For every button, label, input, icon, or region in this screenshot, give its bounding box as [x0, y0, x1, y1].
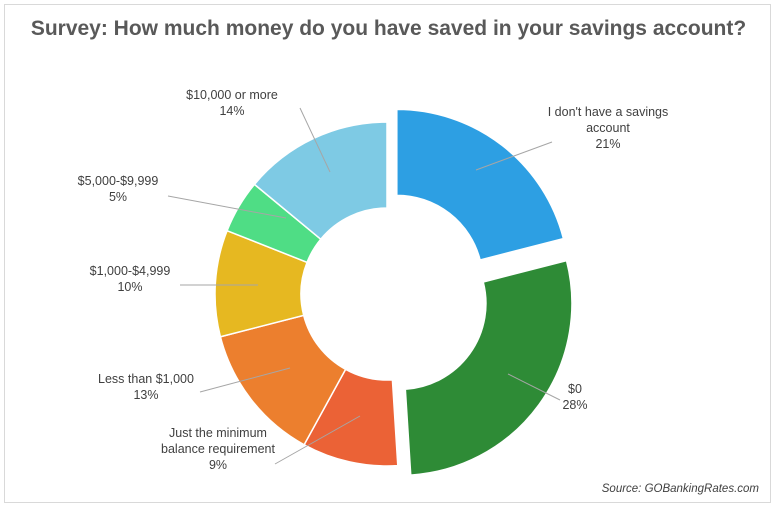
leader-line [274, 415, 361, 465]
slice-category-label: $10,000 or more [186, 88, 278, 102]
slice-label: $10,000 or more 14% [186, 88, 278, 118]
slice-label: $1,000-$4,999 10% [90, 264, 171, 294]
slice-value-label: 9% [209, 458, 227, 472]
slice-value-label: 21% [595, 137, 620, 151]
leader-line [507, 373, 561, 401]
leader-line [167, 195, 287, 219]
slice-1 [396, 108, 565, 261]
slice-category-label: balance requirement [161, 442, 275, 456]
slice-category-label: $5,000-$9,999 [78, 174, 159, 188]
slice-category-label: I don't have a savings [548, 105, 669, 119]
slice-label: Less than $1,000 13% [98, 372, 194, 402]
slice-value-label: 10% [117, 280, 142, 294]
chart-title: Survey: How much money do you have saved… [30, 17, 747, 40]
slice-value-label: 28% [562, 398, 587, 412]
slice-category-label: Just the minimum [169, 426, 267, 440]
slice-category-label: Less than $1,000 [98, 372, 194, 386]
slice-label: $5,000-$9,999 5% [78, 174, 159, 204]
slice-label: I don't have a savings account 21% [548, 105, 669, 151]
slice-2 [404, 259, 573, 476]
slice-label: Just the minimum balance requirement 9% [161, 426, 275, 472]
slice-value-label: 5% [109, 190, 127, 204]
slice-label: $0 28% [562, 382, 587, 412]
slice-category-label: $0 [568, 382, 582, 396]
slice-category-label: $1,000-$4,999 [90, 264, 171, 278]
source-note: Source: GOBankingRates.com [601, 483, 759, 495]
slice-value-label: 14% [219, 104, 244, 118]
leader-line [199, 367, 291, 393]
leader-line [299, 107, 331, 173]
slice-7 [253, 121, 388, 241]
slice-value-label: 13% [133, 388, 158, 402]
slice-category-label: account [586, 121, 630, 135]
leader-line [475, 141, 553, 171]
